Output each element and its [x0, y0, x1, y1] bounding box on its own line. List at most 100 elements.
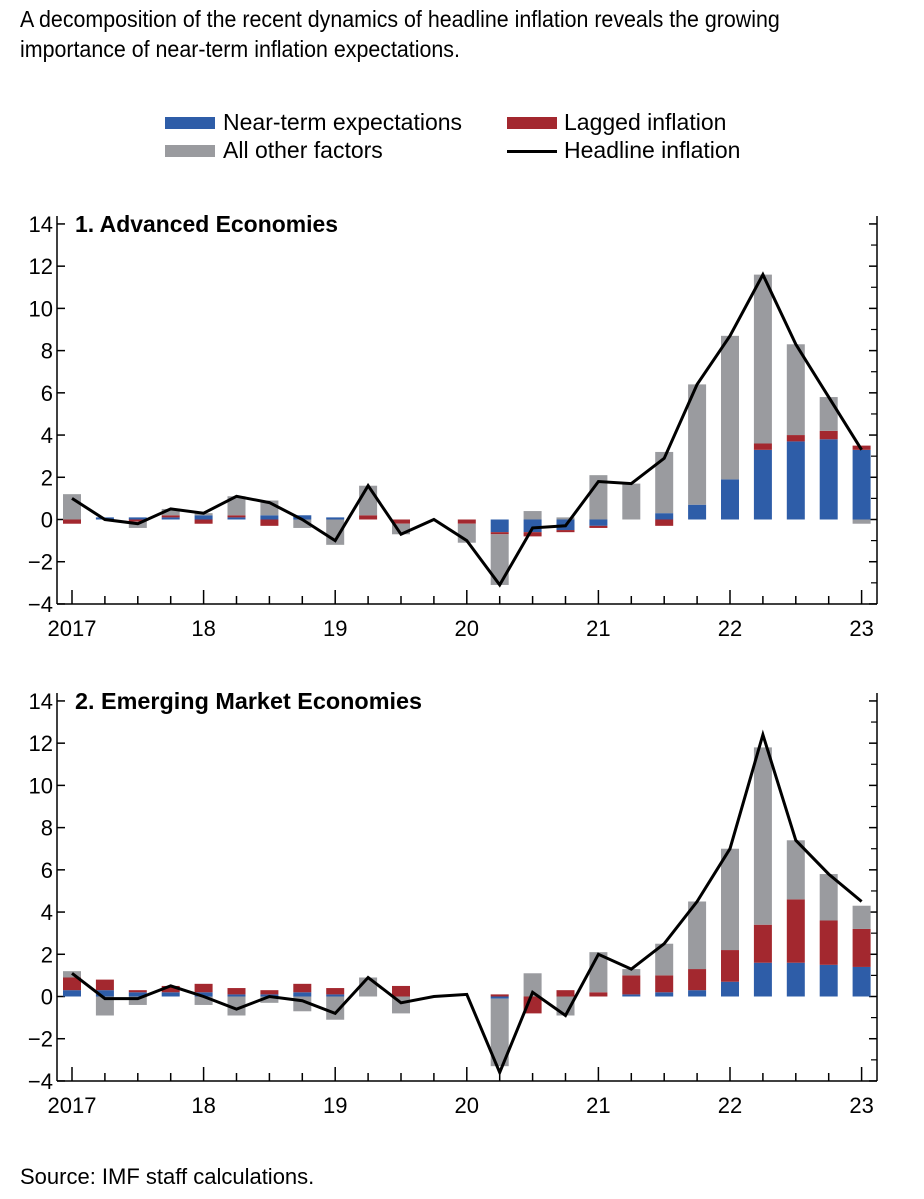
panel2-bar-other — [655, 943, 674, 976]
legend-line-headline — [507, 150, 557, 153]
panel2-ytick-label: 6 — [41, 858, 53, 883]
panel1-bar-other — [161, 508, 180, 516]
panel2-ytick-label: 12 — [29, 731, 53, 756]
panel2-bar-other — [326, 996, 345, 1020]
panel1-bar-near-term — [819, 439, 838, 520]
panel1-bar-other — [359, 485, 378, 516]
panel1-ytick-label: 8 — [41, 339, 53, 364]
panel1-bar-near-term — [589, 519, 608, 526]
panel1-xtick-label: 2017 — [48, 616, 97, 641]
panel2-bar-near-term — [227, 994, 246, 997]
panel1-bar-other — [63, 494, 81, 520]
panel2-bar-lagged — [227, 988, 246, 995]
panel2-bar-lagged — [688, 969, 707, 991]
panel1-xtick-label: 18 — [191, 616, 215, 641]
panel1-ytick-label: −2 — [28, 550, 53, 575]
panel2-bar-near-term — [622, 994, 641, 997]
panel1-bar-other — [523, 511, 542, 520]
panel1-bar-lagged — [227, 515, 246, 518]
panel1-ytick-label: 4 — [41, 423, 53, 448]
panel1-bar-other — [655, 451, 674, 514]
panel1-bar-other — [786, 344, 805, 436]
panel1-bar-lagged — [589, 525, 608, 528]
panel2-bar-other — [721, 848, 739, 951]
legend-label-near-term: Near-term expectations — [223, 109, 463, 135]
panel2-ytick-label: −4 — [28, 1069, 53, 1094]
panel1-bar-lagged — [128, 519, 147, 522]
panel2-bar-near-term — [326, 994, 345, 997]
panel2-bar-lagged — [128, 990, 147, 993]
panel1-bar-lagged — [359, 515, 378, 520]
panel1-bar-lagged — [161, 515, 180, 518]
panel2-xtick-label: 23 — [849, 1093, 873, 1118]
panel2-bar-near-term — [95, 990, 114, 997]
panel2-bar-other — [128, 996, 147, 1005]
panel1-xtick-label: 21 — [586, 616, 610, 641]
panel1-bar-near-term — [194, 515, 213, 520]
panel2-ytick-label: 8 — [41, 816, 53, 841]
panel1-title: 1. Advanced Economies — [75, 211, 338, 237]
panel2-bar-near-term — [753, 962, 772, 997]
panel1-ytick-label: 0 — [41, 508, 53, 533]
panel1-bar-other — [721, 335, 739, 480]
panel2-headline-line — [71, 729, 863, 1077]
panel2-bar-lagged — [326, 988, 345, 995]
panel2-bar-near-term — [786, 962, 805, 997]
panel1-bar-lagged — [655, 519, 674, 526]
legend-swatch-lagged — [507, 117, 557, 129]
panel2-ytick-label: −2 — [28, 1027, 53, 1052]
panel1-ytick-label: 6 — [41, 381, 53, 406]
panel1-bar-near-term — [128, 517, 147, 520]
panel1-xtick-label: 23 — [849, 616, 873, 641]
panel2-bar-lagged — [721, 950, 739, 982]
panel2-xtick-label: 2017 — [48, 1093, 97, 1118]
panel2-bar-near-term — [655, 992, 674, 997]
panel2-bar-other — [260, 996, 279, 1003]
panel1-bar-near-term — [326, 517, 345, 520]
panel2-bar-lagged — [589, 992, 608, 997]
source-note: Source: IMF staff calculations. — [20, 1164, 315, 1189]
panel2-bar-other — [852, 905, 871, 929]
legend: Near-term expectations Lagged inflation … — [0, 0, 924, 180]
panel1-xtick-label: 22 — [718, 616, 742, 641]
panel1-bar-other — [852, 519, 871, 524]
panel2-bar-other — [688, 901, 707, 970]
panel1-bar-lagged — [753, 443, 772, 450]
panel1-bar-near-term — [753, 449, 772, 520]
legend-label-headline: Headline inflation — [564, 137, 741, 163]
panel2-bar-near-term — [819, 964, 838, 997]
panel1-bar-near-term — [786, 441, 805, 520]
panel1-bar-near-term — [688, 504, 707, 520]
panel2-bar-lagged — [260, 990, 279, 995]
panel2-bar-lagged — [786, 899, 805, 963]
panel1-ytick-label: 14 — [29, 212, 53, 237]
panel2-bar-other — [523, 973, 542, 997]
panel1-xtick-label: 19 — [323, 616, 347, 641]
panel2-bar-lagged — [490, 994, 509, 997]
panel2-bar-lagged — [622, 975, 641, 995]
panel1-bar-other — [293, 519, 312, 528]
panel2-bar-lagged — [753, 924, 772, 963]
panel2-bar-lagged — [194, 983, 213, 993]
panel1-bar-other — [753, 274, 772, 444]
legend-swatch-other — [165, 145, 215, 157]
panel2-bar-near-term — [721, 981, 739, 997]
panel1-bar-lagged — [392, 519, 410, 524]
panel2-bar-lagged — [161, 985, 180, 993]
panel2-bar-near-term — [161, 992, 180, 997]
panel1-bar-lagged — [457, 519, 476, 524]
panel1-bar-other — [819, 397, 838, 431]
panel1-headline-line — [71, 271, 863, 588]
panel2-bar-lagged — [852, 928, 871, 967]
panel1-bar-near-term — [227, 517, 246, 520]
panel2-bar-lagged — [556, 990, 575, 997]
legend-label-lagged: Lagged inflation — [564, 109, 727, 135]
panel2-bar-other — [753, 747, 772, 925]
panel1-bar-near-term — [293, 515, 312, 520]
panel1-bar-other — [556, 517, 575, 520]
panel2-bar-other — [819, 874, 838, 921]
panel1-bar-near-term — [161, 517, 180, 520]
panel2-ytick-label: 10 — [29, 773, 53, 798]
panel2-bar-other — [490, 998, 509, 1067]
